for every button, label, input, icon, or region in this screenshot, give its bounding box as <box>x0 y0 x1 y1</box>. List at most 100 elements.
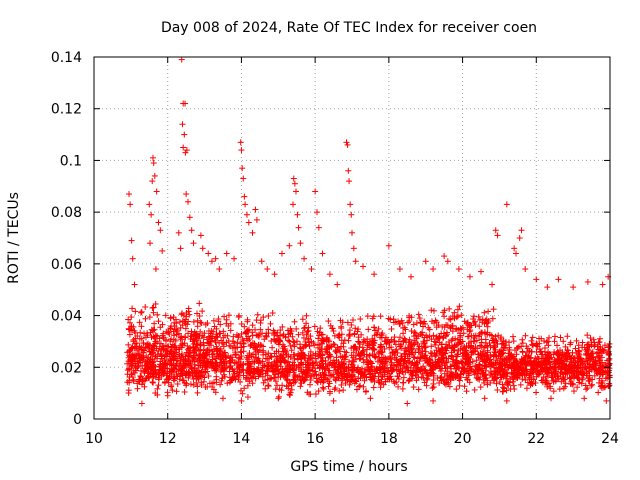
data-point <box>397 342 404 349</box>
data-point <box>217 321 224 328</box>
chart-title: Day 008 of 2024, Rate Of TEC Index for r… <box>161 20 537 36</box>
data-point <box>470 313 477 320</box>
data-point <box>349 317 356 324</box>
data-point <box>522 332 529 339</box>
data-point <box>233 331 240 338</box>
data-point <box>431 307 438 314</box>
data-point <box>316 348 323 355</box>
data-point <box>297 383 304 390</box>
data-point <box>142 315 149 322</box>
data-point <box>205 250 212 257</box>
data-point <box>275 393 282 400</box>
data-point <box>570 284 577 291</box>
data-point <box>231 255 238 262</box>
data-point <box>197 328 204 335</box>
data-point <box>349 229 355 236</box>
data-point <box>249 229 256 236</box>
data-point <box>281 343 288 350</box>
data-point <box>152 332 159 339</box>
data-point <box>298 350 305 357</box>
data-point <box>347 201 354 208</box>
data-point <box>146 314 153 321</box>
data-point <box>271 271 278 278</box>
data-point <box>137 329 144 336</box>
data-point <box>370 384 377 391</box>
data-point <box>183 191 190 198</box>
data-point <box>551 333 558 340</box>
data-point <box>338 325 345 332</box>
y-tick-label: 0.06 <box>51 257 82 273</box>
data-point <box>477 384 484 391</box>
data-point <box>150 304 157 311</box>
data-point <box>164 392 171 399</box>
data-point <box>140 340 147 347</box>
data-point <box>260 314 267 321</box>
data-point <box>188 227 195 234</box>
data-point <box>428 307 435 314</box>
data-point <box>283 383 290 390</box>
data-point <box>181 340 188 347</box>
data-point <box>584 278 591 285</box>
data-point <box>192 330 199 337</box>
data-point <box>238 344 245 351</box>
data-point <box>342 380 349 387</box>
data-point <box>157 340 164 347</box>
data-point <box>446 305 453 312</box>
data-point <box>167 315 174 322</box>
data-point <box>388 336 395 343</box>
data-point <box>210 346 217 353</box>
data-point <box>154 339 161 346</box>
data-point <box>313 209 320 216</box>
data-point <box>399 385 406 392</box>
data-point <box>427 350 434 357</box>
data-point <box>151 326 158 333</box>
data-point <box>241 385 248 392</box>
data-point <box>308 266 315 273</box>
data-point <box>199 308 206 315</box>
data-point <box>275 348 282 355</box>
data-point <box>560 338 567 345</box>
data-point <box>168 343 175 350</box>
data-point <box>288 347 295 354</box>
data-point <box>150 349 157 356</box>
data-point <box>481 309 488 316</box>
data-point <box>170 314 177 321</box>
data-point <box>216 347 223 354</box>
data-point <box>456 303 463 310</box>
x-tick-labels: 10 12 14 16 18 20 22 24 <box>85 431 619 447</box>
data-point <box>246 378 253 385</box>
data-point <box>249 322 256 329</box>
data-point <box>315 224 322 231</box>
data-point <box>275 395 282 402</box>
data-point <box>401 335 408 342</box>
data-point <box>220 395 226 402</box>
data-point <box>334 281 341 288</box>
data-point <box>286 391 293 398</box>
data-point <box>316 329 323 336</box>
data-point <box>315 335 322 342</box>
data-point <box>149 379 156 386</box>
data-point <box>305 327 312 334</box>
data-point <box>154 332 161 339</box>
data-point <box>581 395 588 402</box>
data-point <box>378 349 385 356</box>
x-tick-label: 24 <box>601 431 619 447</box>
data-point <box>148 345 155 352</box>
data-point <box>360 347 367 354</box>
data-point <box>282 334 289 341</box>
data-point <box>310 359 317 366</box>
data-point <box>355 350 362 357</box>
data-point <box>235 334 242 341</box>
data-point <box>295 224 302 231</box>
data-point <box>277 327 284 334</box>
data-point <box>489 281 496 288</box>
data-point <box>320 379 327 386</box>
data-point <box>400 330 407 337</box>
data-point <box>243 354 250 361</box>
data-point <box>533 389 540 396</box>
data-point <box>191 337 198 344</box>
data-point <box>375 325 382 332</box>
data-point <box>197 319 204 326</box>
data-point <box>315 388 322 395</box>
data-point <box>271 374 278 381</box>
